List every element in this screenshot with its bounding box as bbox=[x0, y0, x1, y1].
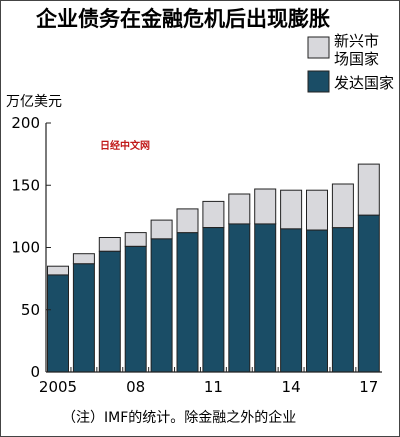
bar-emerging-2005 bbox=[47, 265, 69, 276]
bar-emerging-2015 bbox=[306, 189, 328, 231]
bar-emerging-2007 bbox=[98, 237, 121, 252]
bar-developed-2008 bbox=[124, 245, 147, 373]
bar-developed-2016 bbox=[331, 227, 354, 373]
bar-developed-2013 bbox=[254, 223, 277, 373]
legend: 新兴市 场国家 发达国家 bbox=[307, 32, 394, 93]
bar-developed-2017 bbox=[357, 214, 380, 373]
bar-emerging-2016 bbox=[331, 183, 354, 229]
bar-emerging-2006 bbox=[72, 253, 95, 265]
bar-developed-2012 bbox=[228, 223, 251, 373]
y-unit-label: 万亿美元 bbox=[6, 94, 62, 110]
bar-developed-2005 bbox=[47, 274, 69, 373]
legend-swatch-developed bbox=[307, 70, 330, 93]
bar-developed-2007 bbox=[98, 250, 121, 373]
y-tick-label: 200 bbox=[11, 114, 40, 132]
footnote: （注）IMF的统计。除金融之外的企业 bbox=[62, 409, 296, 426]
x-tick-label: 14 bbox=[282, 378, 301, 396]
bar-emerging-2014 bbox=[280, 189, 303, 230]
bar-developed-2015 bbox=[306, 229, 328, 373]
bar-emerging-2012 bbox=[228, 193, 251, 225]
y-tick-label: 150 bbox=[11, 176, 40, 194]
y-tick-label: 50 bbox=[21, 301, 40, 319]
legend-label-emerging-line1: 新兴市 bbox=[334, 32, 379, 50]
x-tick-label: 2005 bbox=[39, 378, 77, 396]
bar-developed-2006 bbox=[72, 263, 95, 373]
watermark-text: 日经中文网 bbox=[100, 139, 150, 152]
legend-label-developed: 发达国家 bbox=[334, 74, 394, 92]
axes-group: 0 50 100 150 200 2005 08 11 14 17 bbox=[11, 114, 382, 396]
bar-emerging-2010 bbox=[176, 208, 199, 234]
legend-swatch-emerging bbox=[307, 36, 330, 59]
bar-developed-2009 bbox=[150, 238, 173, 373]
bar-emerging-2009 bbox=[150, 219, 173, 240]
bar-developed-2011 bbox=[202, 227, 225, 373]
x-tick-label: 17 bbox=[359, 378, 378, 396]
bar-emerging-2017 bbox=[357, 163, 380, 216]
bar-emerging-2011 bbox=[202, 200, 225, 228]
y-tick-label: 100 bbox=[11, 239, 40, 257]
bar-emerging-2013 bbox=[254, 188, 277, 225]
bar-developed-2010 bbox=[176, 232, 199, 373]
chart-title: 企业债务在金融危机后出现膨胀 bbox=[35, 7, 330, 31]
x-tick-label: 11 bbox=[204, 378, 223, 396]
bars-group bbox=[47, 163, 380, 373]
bar-developed-2014 bbox=[280, 228, 303, 373]
y-tick-label: 0 bbox=[30, 363, 40, 381]
legend-label-emerging-line2: 场国家 bbox=[334, 50, 379, 68]
x-tick-label: 08 bbox=[126, 378, 145, 396]
bar-emerging-2008 bbox=[124, 232, 147, 247]
